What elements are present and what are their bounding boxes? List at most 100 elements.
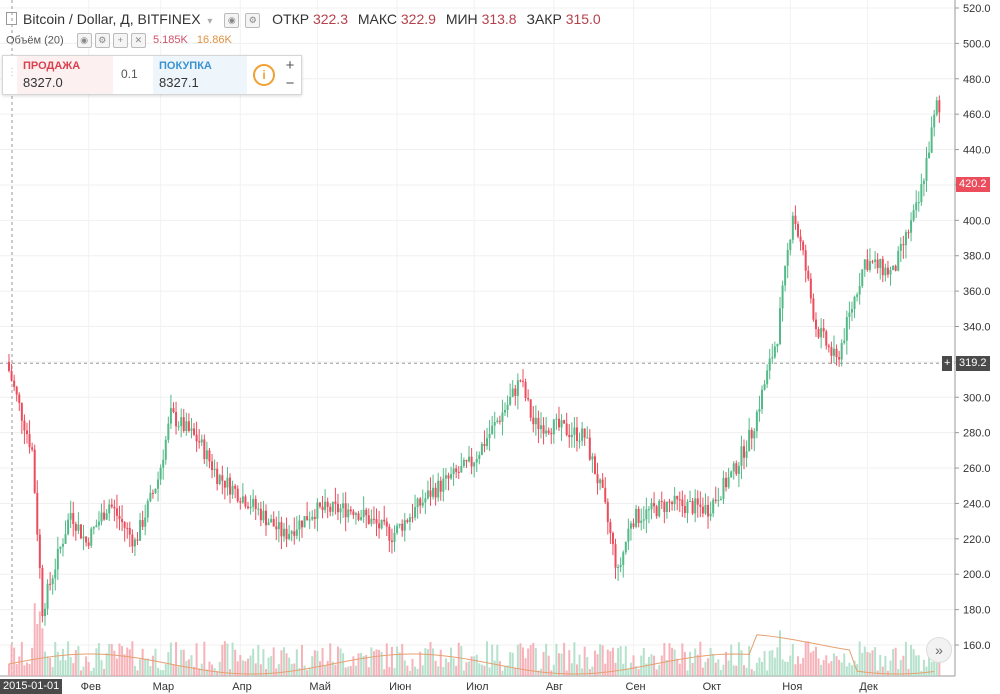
candle-body	[796, 224, 799, 237]
candle-body	[745, 451, 748, 458]
eye-icon[interactable]: ◉	[224, 12, 240, 28]
volume-bar	[226, 643, 229, 676]
volume-bar	[121, 646, 124, 676]
buy-label: ПОКУПКА	[159, 60, 212, 72]
candle-body	[807, 270, 810, 279]
candle-body	[874, 259, 877, 262]
volume-bar	[180, 649, 183, 676]
volume-bar	[390, 646, 393, 676]
volume-bar	[640, 655, 643, 676]
drag-handle-icon[interactable]: ⋮⋮	[7, 67, 26, 78]
eye-icon[interactable]: ◉	[76, 33, 92, 48]
volume-ma-line	[8, 634, 935, 675]
scroll-to-realtime-icon[interactable]: »	[926, 637, 952, 663]
volume-bar	[509, 652, 512, 676]
candle-body	[151, 492, 154, 494]
volume-bar	[529, 645, 532, 676]
candle-body	[848, 312, 851, 318]
candle-body	[15, 386, 18, 395]
close-value: 315.0	[565, 11, 601, 27]
candle-body	[781, 285, 784, 309]
add-icon[interactable]: +	[112, 33, 128, 48]
volume-bar	[432, 648, 435, 676]
volume-bar	[730, 644, 733, 676]
candle-body	[13, 380, 16, 387]
x-tick-label: Май	[309, 681, 331, 693]
volume-bar	[555, 643, 558, 676]
candle-body	[637, 508, 640, 523]
candle-body	[627, 528, 630, 542]
volume-bar	[146, 658, 149, 676]
candle-body	[465, 459, 468, 462]
volume-bar	[665, 659, 668, 676]
volume-bar	[298, 668, 301, 676]
crosshair-add-button[interactable]: +	[942, 356, 953, 371]
candle-body	[139, 520, 142, 541]
candle-body	[72, 513, 75, 524]
candle-body	[290, 531, 293, 534]
info-icon[interactable]: i	[253, 64, 275, 86]
volume-bar	[352, 656, 355, 676]
candle-body	[203, 439, 206, 460]
candle-body	[478, 454, 481, 459]
candle-body	[907, 232, 910, 234]
volume-bar	[480, 664, 483, 676]
volume-bar	[691, 662, 694, 676]
volume-bar	[139, 659, 142, 676]
volume-bar	[136, 670, 139, 676]
symbol-title[interactable]: Bitcoin / Dollar, Д, BITFINEX	[23, 11, 201, 27]
volume-bar	[781, 659, 784, 676]
candle-body	[516, 380, 519, 396]
volume-bar	[604, 663, 607, 676]
volume-bar	[871, 650, 874, 676]
y-tick-label: 160.0	[963, 640, 991, 652]
candle-body	[938, 100, 941, 113]
candle-body	[799, 236, 802, 242]
volume-bar	[732, 665, 735, 676]
candle-body	[845, 317, 848, 341]
close-label: ЗАКР	[526, 11, 562, 27]
candle-body	[529, 399, 532, 418]
chevron-down-icon[interactable]: ▾	[207, 16, 213, 27]
candle-body	[419, 498, 422, 506]
candle-body	[452, 468, 455, 475]
candle-body	[326, 501, 329, 507]
y-tick-label: 520.0	[963, 3, 991, 15]
volume-bar	[694, 648, 697, 676]
close-icon[interactable]: ✕	[130, 33, 146, 48]
y-tick-label: 380.0	[963, 251, 991, 263]
volume-bar	[270, 656, 273, 676]
candle-body	[640, 520, 643, 523]
candle-body	[660, 500, 663, 502]
candle-body	[671, 502, 674, 505]
sell-button[interactable]: ПРОДАЖА 8327.0	[17, 56, 113, 94]
settings-icon[interactable]: ⚙	[245, 12, 261, 28]
volume-bar	[794, 664, 797, 676]
volume-bar	[542, 651, 545, 676]
candle-body	[473, 462, 476, 467]
candle-body	[493, 422, 496, 426]
increase-button[interactable]: +	[285, 57, 295, 74]
volume-bar	[79, 670, 82, 676]
volume-bar	[560, 653, 563, 676]
volume-bar	[504, 666, 507, 676]
settings-icon[interactable]: ⚙	[94, 33, 110, 48]
candle-body	[316, 502, 319, 519]
candle-body	[527, 398, 530, 400]
volume-name[interactable]: Объём (20)	[6, 34, 64, 47]
volume-bar	[683, 651, 686, 676]
volume-bar	[221, 644, 224, 676]
volume-bar	[709, 647, 712, 676]
candle-body	[863, 259, 866, 270]
volume-bar	[411, 658, 414, 676]
volume-bar	[308, 667, 311, 676]
candle-body	[64, 534, 67, 544]
volume-bar	[501, 670, 504, 676]
volume-bar	[689, 651, 692, 676]
candle-body	[295, 529, 298, 536]
volume-bar	[267, 657, 270, 676]
decrease-button[interactable]: −	[285, 75, 295, 92]
candle-body	[557, 418, 560, 428]
buy-button[interactable]: ПОКУПКА 8327.1	[153, 56, 247, 94]
